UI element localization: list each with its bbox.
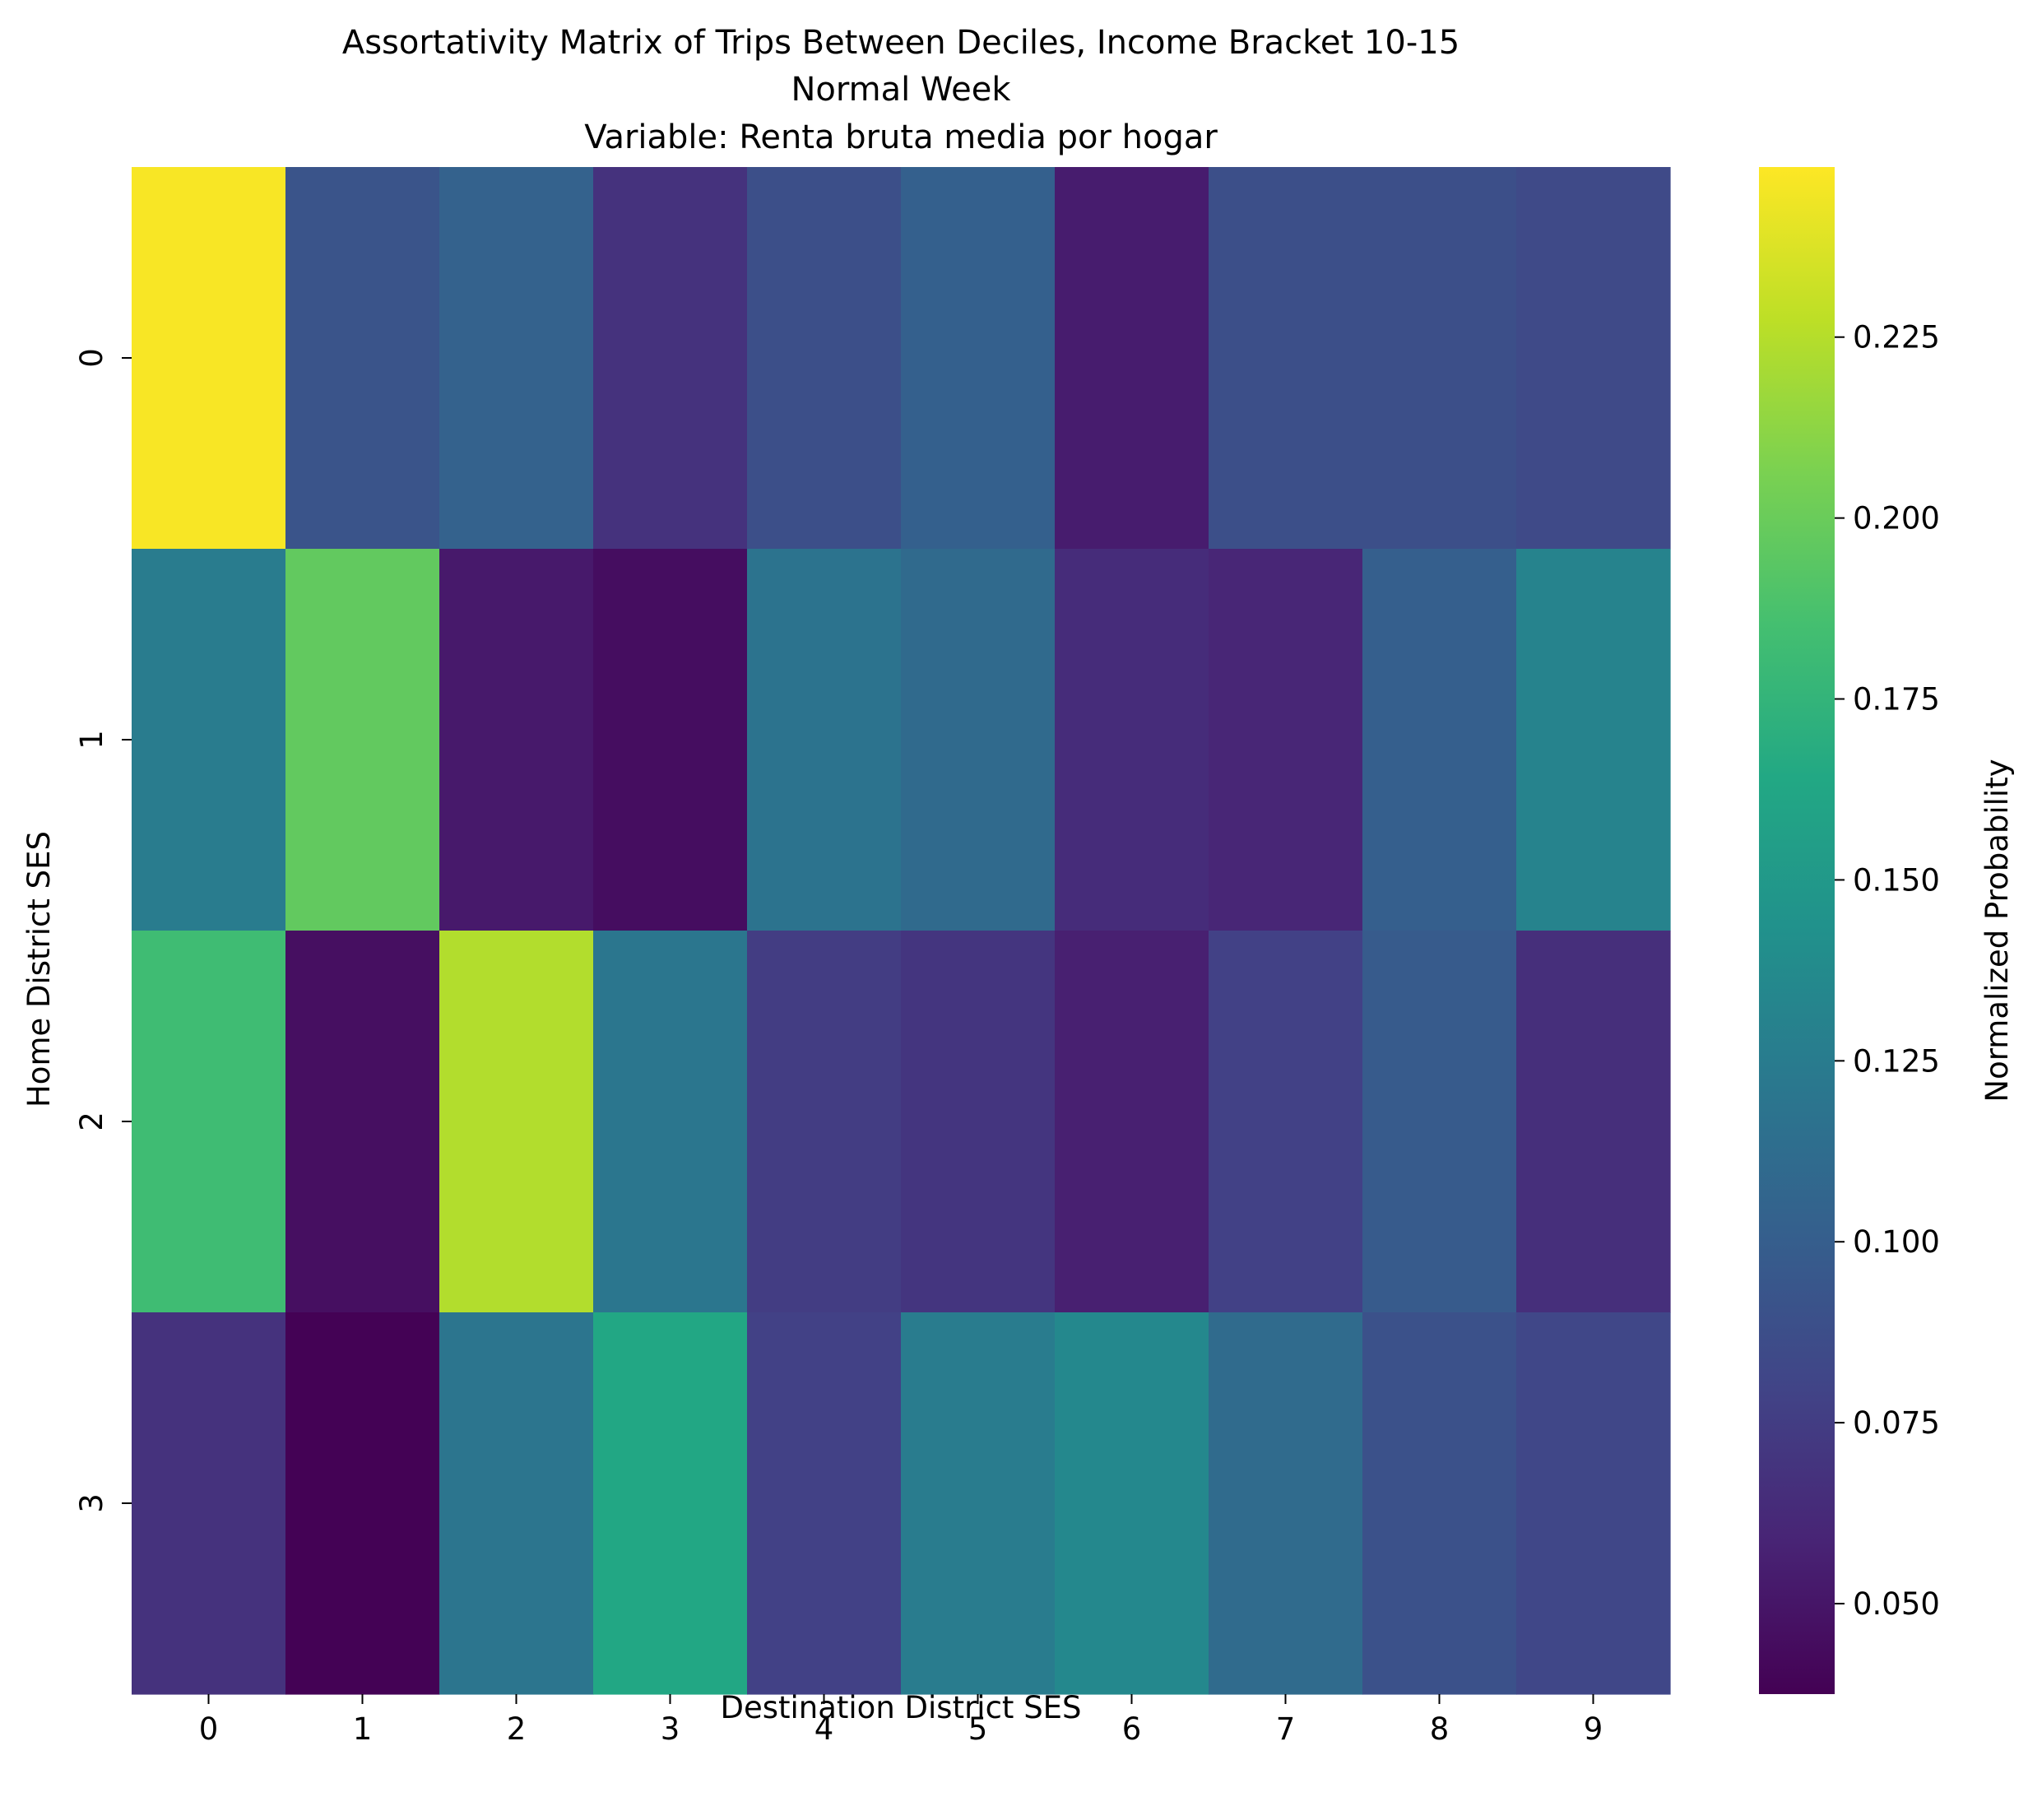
heatmap-cell [1209,931,1363,1313]
heatmap-cell [593,931,748,1313]
heatmap-cell [747,1312,902,1695]
heatmap-cell [901,931,1056,1313]
y-tick-label: 1 [74,730,109,750]
heatmap-cell [1516,167,1671,550]
heatmap-cell [593,549,748,931]
colorbar-gradient [1759,167,1835,1694]
chart-title-line-2: Normal Week [791,71,1011,109]
heatmap-cell [1055,1312,1209,1695]
x-tick-label: 6 [1122,1711,1142,1747]
heatmap-cell [1516,549,1671,931]
heatmap-cells [132,167,1671,1695]
x-tick-label: 7 [1276,1711,1296,1747]
heatmap-cell [747,167,902,550]
heatmap-cell [1362,931,1517,1313]
heatmap-cell [1362,549,1517,931]
heatmap-cell [285,167,440,550]
heatmap-cell [747,931,902,1313]
x-tick-label: 3 [661,1711,680,1747]
x-tick-label: 9 [1584,1711,1603,1747]
heatmap-cell [1209,167,1363,550]
heatmap-cell [1055,167,1209,550]
heatmap-cell [285,549,440,931]
chart-title-line-3: Variable: Renta bruta media por hogar [584,118,1218,156]
colorbar-tick-label: 0.175 [1853,682,1940,717]
heatmap-cell [132,1312,286,1695]
x-tick-label: 0 [199,1711,219,1747]
heatmap-cell [1516,1312,1671,1695]
y-tick-label: 3 [74,1493,109,1513]
heatmap-cell [901,1312,1056,1695]
heatmap-cell [285,1312,440,1695]
heatmap-cell [593,167,748,550]
x-tick-label: 2 [507,1711,527,1747]
y-tick-label: 2 [74,1112,109,1131]
chart-title-line-1: Assortativity Matrix of Trips Between De… [342,24,1460,62]
y-tick-label: 0 [74,348,109,368]
heatmap-cell [1516,931,1671,1313]
heatmap-cell [1209,549,1363,931]
heatmap-cell [901,549,1056,931]
heatmap-cell [285,931,440,1313]
colorbar-tick-label: 0.050 [1853,1586,1940,1622]
heatmap-cell [593,1312,748,1695]
heatmap-cell [132,931,286,1313]
colorbar-label: Normalized Probability [1979,759,2015,1102]
x-axis-label: Destination District SES [720,1690,1081,1725]
colorbar-tick-label: 0.075 [1853,1405,1940,1441]
colorbar-tick-label: 0.225 [1853,320,1940,355]
heatmap-cell [439,167,594,550]
heatmap-cell [901,167,1056,550]
heatmap-cell [439,1312,594,1695]
y-axis-label: Home District SES [21,831,57,1107]
x-tick-label: 8 [1430,1711,1450,1747]
x-tick-label: 4 [814,1711,834,1747]
heatmap-cell [1055,549,1209,931]
x-tick-label: 5 [968,1711,988,1747]
colorbar-tick-label: 0.200 [1853,501,1940,536]
chart-title: Assortativity Matrix of Trips Between De… [342,24,1460,156]
heatmap-cell [1055,931,1209,1313]
y-axis-ticks: 0 1 2 3 [74,348,132,1513]
heatmap-cell [747,549,902,931]
heatmap-cell [1209,1312,1363,1695]
colorbar: 0.050 0.075 0.100 0.125 0.150 0.175 0.200 0.225… [1759,167,2015,1694]
heatmap-cell [439,931,594,1313]
x-axis-ticks: 0 1 2 3 4 5 6 7 8 9 [199,1694,1603,1747]
heatmap-cell [1362,167,1517,550]
colorbar-tick-label: 0.150 [1853,862,1940,898]
heatmap-cell [132,549,286,931]
heatmap-cell [132,167,286,550]
heatmap-cell [439,549,594,931]
colorbar-tick-label: 0.125 [1853,1043,1940,1079]
colorbar-ticks: 0.050 0.075 0.100 0.125 0.150 0.175 0.200 0.225 [1835,320,1940,1622]
colorbar-tick-label: 0.100 [1853,1224,1940,1260]
heatmap-cell [1362,1312,1517,1695]
x-tick-label: 1 [353,1711,373,1747]
